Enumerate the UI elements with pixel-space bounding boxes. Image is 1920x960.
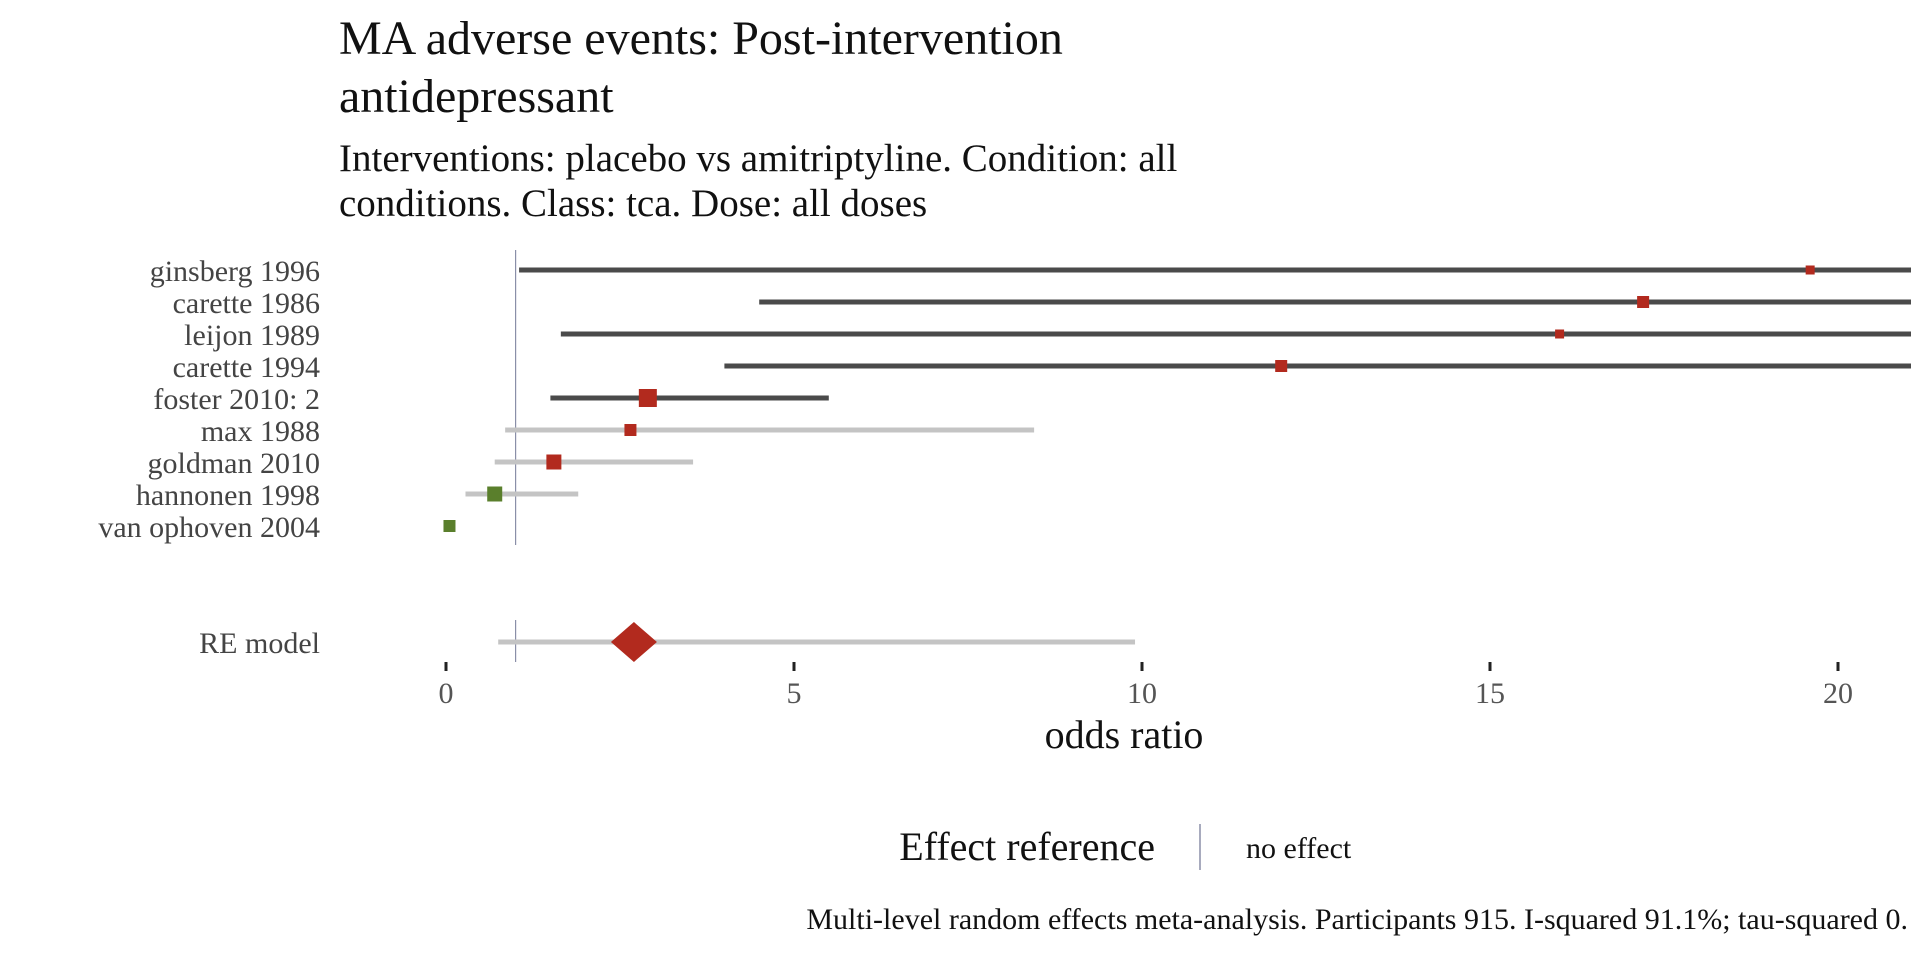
study-label: ginsberg 1996 — [150, 255, 320, 288]
study-label: foster 2010: 2 — [153, 383, 320, 416]
study-label: van ophoven 2004 — [98, 511, 320, 544]
legend-entry: no effect — [1246, 832, 1352, 865]
study-label: carette 1986 — [173, 287, 320, 320]
x-tick-label: 0 — [439, 677, 454, 710]
chart-caption: Multi-level random effects meta-analysis… — [806, 903, 1908, 936]
study-point — [624, 424, 637, 436]
study-point — [1555, 329, 1565, 339]
study-label: leijon 1989 — [184, 319, 320, 352]
study-label: hannonen 1998 — [136, 479, 320, 512]
x-tick-label: 20 — [1823, 677, 1853, 710]
chart-subtitle: Interventions: placebo vs amitriptyline.… — [339, 137, 1178, 225]
legend-title: Effect reference — [899, 824, 1155, 869]
study-label: carette 1994 — [173, 351, 320, 384]
study-point — [443, 520, 456, 532]
summary-label: RE model — [199, 627, 320, 660]
x-tick-label: 10 — [1127, 677, 1157, 710]
x-axis-label: odds ratio — [1045, 712, 1204, 757]
study-point — [1637, 296, 1650, 308]
study-point — [1275, 360, 1288, 372]
x-tick-label: 15 — [1475, 677, 1505, 710]
study-label: goldman 2010 — [148, 447, 321, 480]
study-point — [638, 389, 657, 407]
summary-diamond — [610, 622, 657, 662]
chart-title: MA adverse events: Post-intervention ant… — [339, 12, 1063, 123]
study-label: max 1988 — [201, 415, 320, 448]
study-point — [487, 486, 503, 502]
study-point — [1805, 265, 1815, 275]
study-point — [546, 454, 562, 470]
x-tick-label: 5 — [787, 677, 802, 710]
